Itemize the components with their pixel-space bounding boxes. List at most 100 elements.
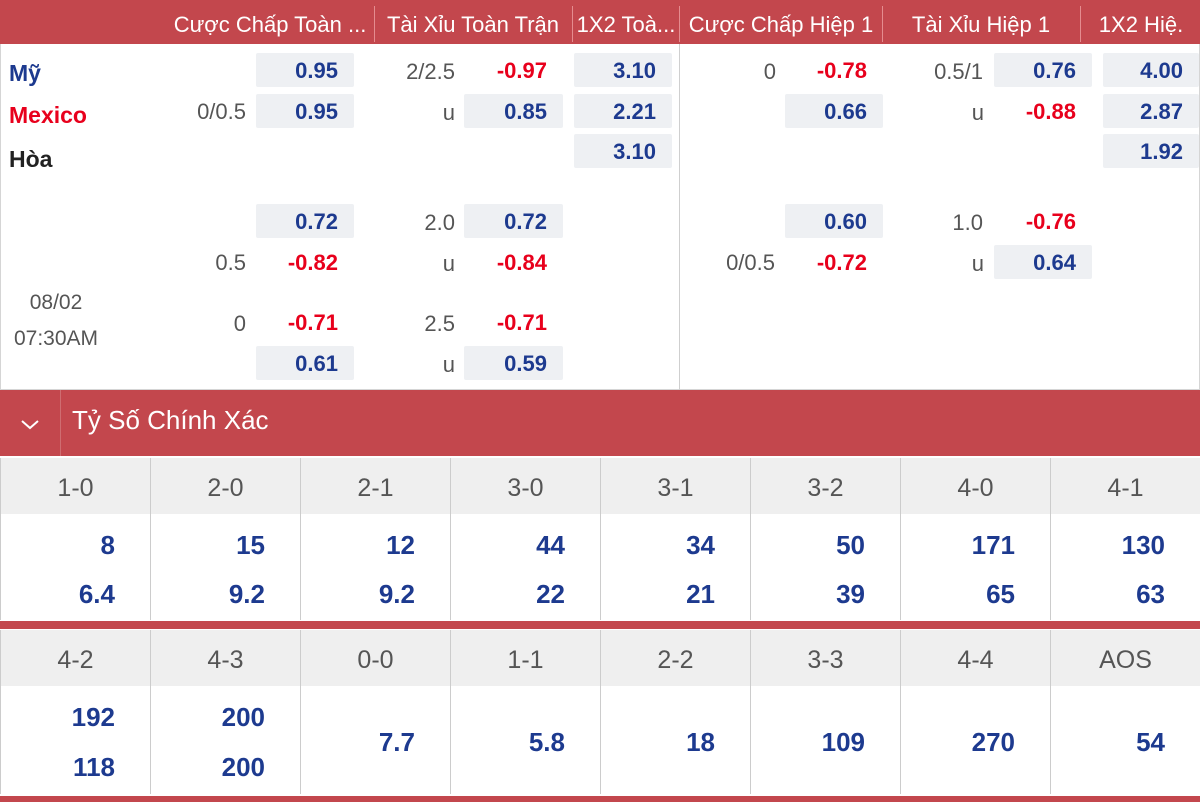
score-label: 4-4 bbox=[900, 630, 1050, 686]
score-home-odd[interactable]: 171 bbox=[971, 530, 1015, 560]
ft-1x2-home-odd[interactable]: 3.10 bbox=[574, 53, 672, 87]
col-ft-handicap[interactable]: Cược Chấp Toàn ... bbox=[173, 12, 367, 37]
odds-header-bar: Cược Chấp Toàn ... Tài Xỉu Toàn Trận 1X2… bbox=[0, 0, 1200, 44]
h1-handicap-away-odd-alt1[interactable]: -0.72 bbox=[816, 250, 867, 275]
ft-handicap-away-odd-alt2[interactable]: 0.61 bbox=[256, 346, 354, 380]
h1-handicap-away-odd[interactable]: 0.66 bbox=[785, 94, 883, 128]
score-label: 4-2 bbox=[0, 630, 150, 686]
score-odds-cell[interactable]: 15 9.2 bbox=[150, 514, 300, 620]
score-label: 3-0 bbox=[450, 458, 600, 514]
score-odd[interactable]: 109 bbox=[821, 727, 865, 757]
h1-under-odd-alt1[interactable]: 0.64 bbox=[994, 245, 1092, 279]
score-odds-cell[interactable]: 12 9.2 bbox=[300, 514, 450, 620]
score-odds-cell[interactable]: 270 bbox=[900, 686, 1050, 794]
ft-handicap-home-odd[interactable]: 0.95 bbox=[256, 53, 354, 87]
score-odds-cell[interactable]: 192 118 bbox=[0, 686, 150, 794]
score-odds-cell[interactable]: 34 21 bbox=[600, 514, 750, 620]
ft-under-odd-alt2[interactable]: 0.59 bbox=[464, 346, 563, 380]
h1-1x2-draw-odd[interactable]: 1.92 bbox=[1103, 134, 1199, 168]
score-away-odd[interactable]: 63 bbox=[1136, 579, 1165, 609]
ft-handicap-line-alt2: 0 bbox=[233, 311, 246, 336]
score-odds-cell[interactable]: 5.8 bbox=[450, 686, 600, 794]
score-away-odd[interactable]: 118 bbox=[73, 752, 115, 782]
col-ft-over-under[interactable]: Tài Xỉu Toàn Trận bbox=[386, 12, 560, 37]
h1-1x2-home-odd[interactable]: 4.00 bbox=[1103, 53, 1199, 87]
h1-over-odd-alt1[interactable]: -0.76 bbox=[1025, 209, 1076, 234]
bottom-border bbox=[0, 796, 1200, 802]
score-home-odd[interactable]: 192 bbox=[71, 702, 115, 732]
score-label: 0-0 bbox=[300, 630, 450, 686]
ft-handicap-away-odd[interactable]: 0.95 bbox=[256, 94, 354, 128]
col-ft-1x2[interactable]: 1X2 Toà... bbox=[576, 12, 676, 37]
section-divider bbox=[60, 390, 61, 456]
score-away-odd[interactable]: 6.4 bbox=[78, 579, 115, 609]
h1-handicap-home-odd[interactable]: -0.78 bbox=[816, 58, 867, 83]
ft-over-odd-alt1[interactable]: 0.72 bbox=[464, 204, 563, 238]
ft-handicap-line-alt1: 0.5 bbox=[215, 250, 246, 275]
score-away-odd[interactable]: 39 bbox=[836, 579, 865, 609]
match-date: 08/02 bbox=[29, 291, 83, 314]
grid-divider bbox=[0, 621, 1200, 629]
ft-under-odd-alt1[interactable]: -0.84 bbox=[496, 250, 547, 275]
ft-under-label: u bbox=[442, 100, 455, 125]
score-odds-cell[interactable]: 18 bbox=[600, 686, 750, 794]
score-home-odd[interactable]: 200 bbox=[221, 702, 265, 732]
ft-ou-line: 2/2.5 bbox=[406, 59, 455, 84]
score-odd[interactable]: 5.8 bbox=[528, 727, 565, 757]
ft-handicap-away-odd-alt1[interactable]: -0.82 bbox=[287, 250, 338, 275]
score-away-odd[interactable]: 200 bbox=[221, 752, 265, 782]
score-away-odd[interactable]: 21 bbox=[686, 579, 715, 609]
score-odds-cell[interactable]: 8 6.4 bbox=[0, 514, 150, 620]
col-h1-over-under[interactable]: Tài Xỉu Hiệp 1 bbox=[911, 12, 1051, 37]
score-odds-cell[interactable]: 44 22 bbox=[450, 514, 600, 620]
score-odd[interactable]: 18 bbox=[686, 727, 715, 757]
score-home-odd[interactable]: 8 bbox=[100, 530, 115, 560]
ft-over-odd-alt2[interactable]: -0.71 bbox=[496, 310, 547, 335]
score-odds-cell[interactable]: 7.7 bbox=[300, 686, 450, 794]
score-odd[interactable]: 7.7 bbox=[378, 727, 415, 757]
halves-divider bbox=[679, 44, 680, 390]
ft-under-odd[interactable]: 0.85 bbox=[464, 94, 563, 128]
ft-handicap-home-odd-alt2[interactable]: -0.71 bbox=[287, 310, 338, 335]
col-h1-handicap[interactable]: Cược Chấp Hiệp 1 bbox=[688, 12, 874, 37]
score-label: 2-2 bbox=[600, 630, 750, 686]
score-odds-cell[interactable]: 171 65 bbox=[900, 514, 1050, 620]
score-odds-cell[interactable]: 200 200 bbox=[150, 686, 300, 794]
score-odd[interactable]: 270 bbox=[971, 727, 1015, 757]
correct-score-section-header[interactable]: Tỷ Số Chính Xác bbox=[0, 390, 1200, 456]
h1-over-odd[interactable]: 0.76 bbox=[994, 53, 1092, 87]
score-home-odd[interactable]: 130 bbox=[1121, 530, 1165, 560]
score-away-odd[interactable]: 9.2 bbox=[378, 579, 415, 609]
score-odd[interactable]: 54 bbox=[1136, 727, 1165, 757]
score-odds-cell[interactable]: 54 bbox=[1050, 686, 1200, 794]
h1-1x2-away-odd[interactable]: 2.87 bbox=[1103, 94, 1199, 128]
score-home-odd[interactable]: 15 bbox=[236, 530, 265, 560]
h1-handicap-home-odd-alt1[interactable]: 0.60 bbox=[785, 204, 883, 238]
section-title: Tỷ Số Chính Xác bbox=[72, 405, 269, 435]
away-team-name: Mexico bbox=[9, 102, 87, 128]
score-home-odd[interactable]: 50 bbox=[836, 530, 865, 560]
score-home-odd[interactable]: 12 bbox=[386, 530, 415, 560]
score-away-odd[interactable]: 22 bbox=[536, 579, 565, 609]
score-label: 4-1 bbox=[1050, 458, 1200, 514]
ft-1x2-away-odd[interactable]: 2.21 bbox=[574, 94, 672, 128]
ft-ou-line-alt2: 2.5 bbox=[424, 311, 455, 336]
ft-handicap-home-odd-alt1[interactable]: 0.72 bbox=[256, 204, 354, 238]
h1-under-odd[interactable]: -0.88 bbox=[1025, 99, 1076, 124]
score-away-odd[interactable]: 9.2 bbox=[228, 579, 265, 609]
score-label: 3-2 bbox=[750, 458, 900, 514]
score-odds-cell[interactable]: 109 bbox=[750, 686, 900, 794]
ft-1x2-draw-odd[interactable]: 3.10 bbox=[574, 134, 672, 168]
score-odds-cell[interactable]: 130 63 bbox=[1050, 514, 1200, 620]
ft-under-label-alt1: u bbox=[442, 251, 455, 276]
ft-over-odd[interactable]: -0.97 bbox=[496, 58, 547, 83]
score-home-odd[interactable]: 34 bbox=[686, 530, 715, 560]
score-odds-cell[interactable]: 50 39 bbox=[750, 514, 900, 620]
col-h1-1x2[interactable]: 1X2 Hiệ. bbox=[1098, 12, 1184, 37]
score-home-odd[interactable]: 44 bbox=[536, 530, 565, 560]
score-label: 3-3 bbox=[750, 630, 900, 686]
chevron-down-icon[interactable] bbox=[0, 390, 60, 456]
header-divider bbox=[572, 6, 573, 42]
score-away-odd[interactable]: 65 bbox=[986, 579, 1015, 609]
h1-handicap-line-alt1: 0/0.5 bbox=[726, 250, 775, 275]
